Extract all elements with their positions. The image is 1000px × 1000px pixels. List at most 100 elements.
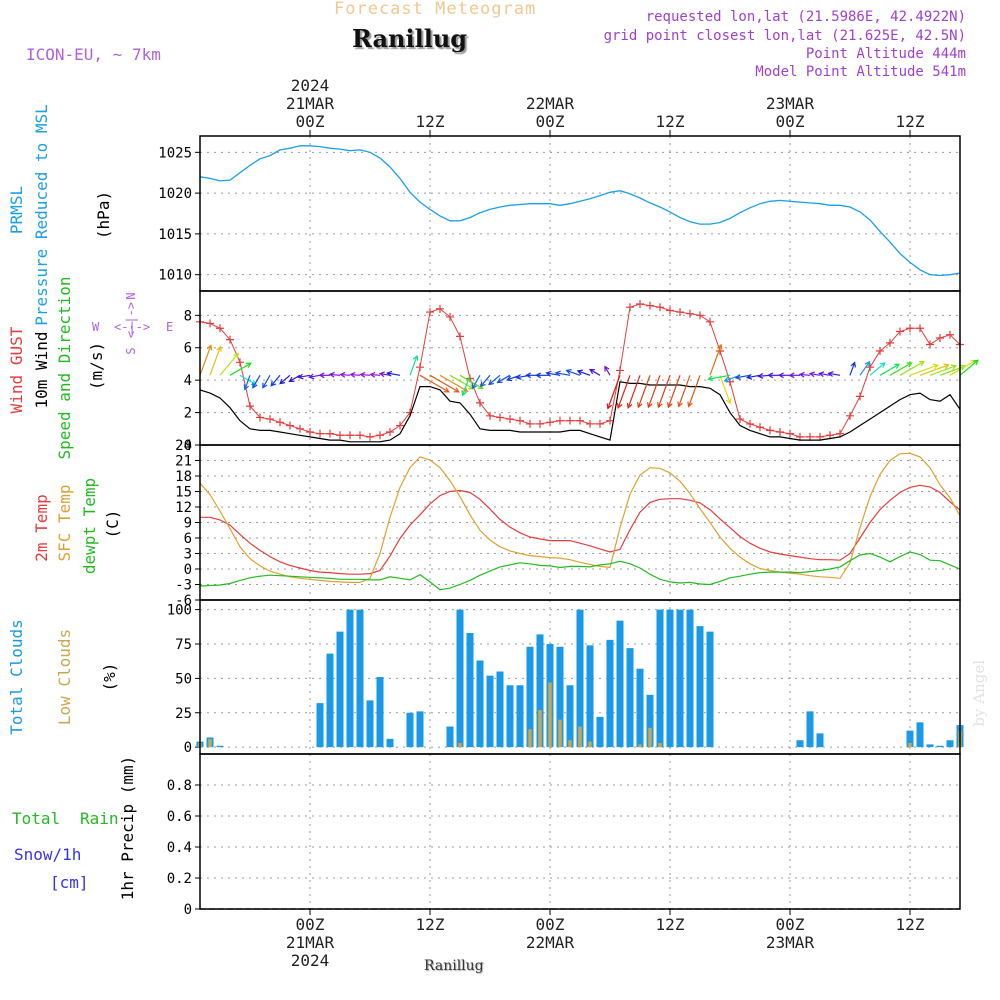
gust-marker [846, 411, 854, 420]
bar-total-clouds [806, 711, 814, 748]
gust-marker [676, 308, 684, 317]
bar-total-clouds [796, 740, 804, 748]
wind-arrow-head [576, 369, 583, 376]
wind-arrow-head [468, 384, 475, 390]
y-tick-label: 50 [175, 671, 192, 687]
wind-direction-arrow [939, 365, 966, 376]
gust-marker [326, 429, 334, 438]
wind-arrow-head [604, 365, 610, 372]
wind-arrow-head [894, 363, 901, 369]
wind-arrow-head [252, 382, 258, 389]
wind-direction-arrow [627, 375, 641, 409]
wind-arrow-head [788, 372, 795, 379]
gust-marker [286, 421, 294, 430]
wind-arrow-head [777, 372, 784, 379]
info-line: requested lon,lat (21.5986E, 42.4922N) [645, 9, 966, 25]
wind-direction-arrow [480, 374, 491, 387]
wind-arrow-head [850, 361, 856, 368]
wind-direction-arrow [657, 375, 671, 408]
bar-total-clouds [636, 668, 644, 748]
wind-direction-arrow [229, 362, 252, 376]
gust-marker [316, 429, 324, 438]
wind-arrow-head [318, 372, 325, 379]
wind-direction-arrow [462, 375, 471, 396]
wind-arrow-head [864, 360, 871, 367]
wind-direction-arrow [471, 374, 481, 389]
wind-direction-arrow [279, 374, 291, 385]
x-tick-label-bottom: 2024 [291, 951, 330, 970]
gust-marker [416, 363, 424, 372]
wind-direction-arrow [637, 375, 651, 408]
wind-arrow-head [506, 375, 513, 382]
x-tick-label-bottom: 00Z [296, 915, 325, 934]
gust-marker [886, 338, 894, 347]
bar-total-clouds [596, 716, 604, 748]
info-line: Model Point Altitude 541m [755, 64, 966, 80]
wind-direction-arrow [270, 374, 281, 387]
y-tick-label: 6 [184, 531, 192, 547]
gust-marker [506, 415, 514, 424]
bar-total-clouds [496, 671, 504, 748]
bar-total-clouds [616, 620, 624, 748]
y-tick-label: 6 [184, 341, 192, 357]
bar-low-clouds [538, 710, 542, 748]
wind-direction-arrow [929, 365, 957, 376]
wind-direction-arrow [370, 373, 381, 376]
bar-low-clouds [658, 743, 662, 748]
wind-arrow-head [726, 398, 732, 405]
series-line-dewpt [199, 551, 961, 591]
label-snow-unit: [cm] [50, 873, 89, 892]
bar-total-clouds [666, 609, 674, 748]
wind-direction-arrow [617, 375, 631, 409]
gust-marker [396, 421, 404, 430]
bar-total-clouds [316, 703, 324, 748]
wind-direction-arrow [439, 374, 468, 392]
y-tick-label: 1020 [158, 186, 192, 202]
ylabel-pressure-1: PRMSL [7, 186, 26, 234]
bar-total-clouds [376, 677, 384, 748]
wind-arrow-head [270, 380, 277, 387]
bar-total-clouds [566, 685, 574, 748]
wind-direction-arrow [849, 362, 856, 376]
wind-direction-arrow [252, 374, 261, 388]
gust-marker [256, 413, 264, 422]
y-tick-label: 1010 [158, 268, 192, 284]
wind-direction-arrow [262, 374, 271, 388]
wind-arrow-head [932, 363, 940, 370]
compass-north: N [124, 292, 138, 299]
wind-arrow-head [262, 382, 268, 389]
series-line-sfc [199, 452, 961, 584]
wind-arrow-head [461, 390, 467, 397]
label-rain: Rain [80, 809, 119, 828]
y-tick-label: 2 [184, 406, 192, 422]
gust-marker [896, 327, 904, 336]
wind-arrow-head [687, 401, 693, 408]
ylabel-pressure-2: Pressure Reduced to MSL [32, 104, 51, 326]
gust-marker [576, 416, 584, 425]
wind-direction-arrow [747, 374, 761, 379]
x-tick-label-bottom: 00Z [776, 915, 805, 934]
wind-direction-arrow [566, 369, 581, 376]
bar-low-clouds [588, 741, 592, 748]
wind-arrow-head [707, 375, 714, 382]
ylabel-sfc: SFC Temp [55, 484, 74, 561]
wind-direction-arrow [209, 346, 221, 376]
panel-frame [199, 135, 961, 292]
gust-marker [596, 419, 604, 428]
gust-marker [496, 413, 504, 422]
series-line-temp2m [200, 484, 961, 575]
gust-marker [516, 416, 524, 425]
gust-marker [246, 402, 254, 411]
wind-direction-arrow [859, 361, 870, 376]
x-tick-label-top: 00Z [296, 112, 325, 131]
y-tick-label: 1015 [158, 227, 192, 243]
wind-arrow-head [818, 371, 825, 378]
wind-arrow-head [746, 373, 753, 380]
gust-marker [946, 330, 954, 339]
wind-arrow-head [626, 402, 633, 409]
gust-marker [276, 418, 284, 427]
y-tick-label: 12 [175, 500, 192, 516]
wind-arrow-head [767, 372, 774, 379]
gust-marker [216, 324, 224, 333]
